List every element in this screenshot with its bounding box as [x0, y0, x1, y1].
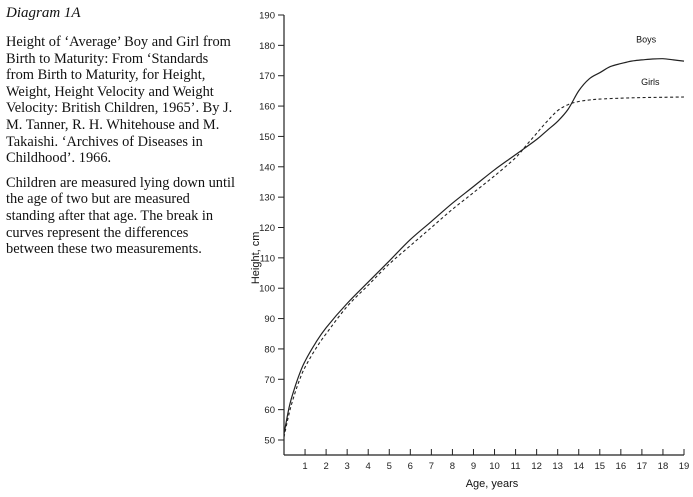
y-tick-label: 50 [264, 436, 275, 447]
chart-axes [278, 14, 685, 456]
caption-note-paragraph: Children are measured lying down until t… [6, 174, 235, 258]
x-tick-label: 9 [471, 461, 476, 472]
y-tick-label: 120 [259, 223, 275, 234]
x-tick-label: 5 [387, 461, 392, 472]
diagram-label: Diagram 1A [6, 5, 81, 21]
x-tick-label: 14 [573, 461, 584, 472]
x-tick-label: 1 [302, 461, 307, 472]
x-tick-label: 2 [323, 461, 328, 472]
x-tick-label: 13 [552, 461, 563, 472]
y-axis-title: Height, cm [250, 232, 262, 285]
caption-source-paragraph: Height of ‘Average’ Boy and Girl from Bi… [6, 34, 233, 167]
series-line-boys [283, 58, 685, 435]
x-tick-label: 7 [429, 461, 434, 472]
y-tick-label: 100 [259, 284, 275, 295]
x-axis-title: Age, years [466, 478, 519, 490]
x-tick-label: 8 [450, 461, 455, 472]
y-tick-label: 110 [260, 253, 275, 264]
y-tick-label: 180 [259, 41, 275, 52]
x-tick-label: 16 [616, 461, 627, 472]
y-tick-label: 90 [264, 314, 275, 325]
series-label-boys: Boys [636, 34, 657, 44]
chart-lines [283, 58, 685, 438]
y-tick-label: 160 [259, 102, 275, 113]
y-tick-label: 170 [259, 71, 275, 82]
y-tick-label: 190 [259, 11, 275, 22]
series-label-girls: Girls [641, 77, 660, 87]
x-tick-label: 19 [679, 461, 690, 472]
x-tick-label: 3 [345, 461, 350, 472]
caption: Diagram 1A Height of ‘Average’ Boy and G… [6, 4, 238, 266]
x-tick-label: 15 [595, 461, 606, 472]
y-tick-label: 60 [264, 405, 275, 416]
x-tick-label: 18 [658, 461, 669, 472]
y-tick-label: 130 [259, 193, 275, 204]
x-tick-label: 17 [637, 461, 648, 472]
y-tick-label: 80 [264, 344, 275, 355]
x-tick-label: 11 [511, 461, 521, 472]
series-line-girls [283, 96, 685, 438]
y-tick-label: 140 [259, 162, 275, 173]
y-tick-label: 70 [264, 375, 275, 386]
y-tick-label: 150 [259, 132, 275, 143]
x-tick-label: 6 [408, 461, 413, 472]
x-tick-label: 4 [366, 461, 371, 472]
chart-labels: 5060708090100110120130140150160170180190… [250, 11, 689, 491]
x-tick-label: 12 [531, 461, 542, 472]
x-tick-label: 10 [489, 461, 500, 472]
